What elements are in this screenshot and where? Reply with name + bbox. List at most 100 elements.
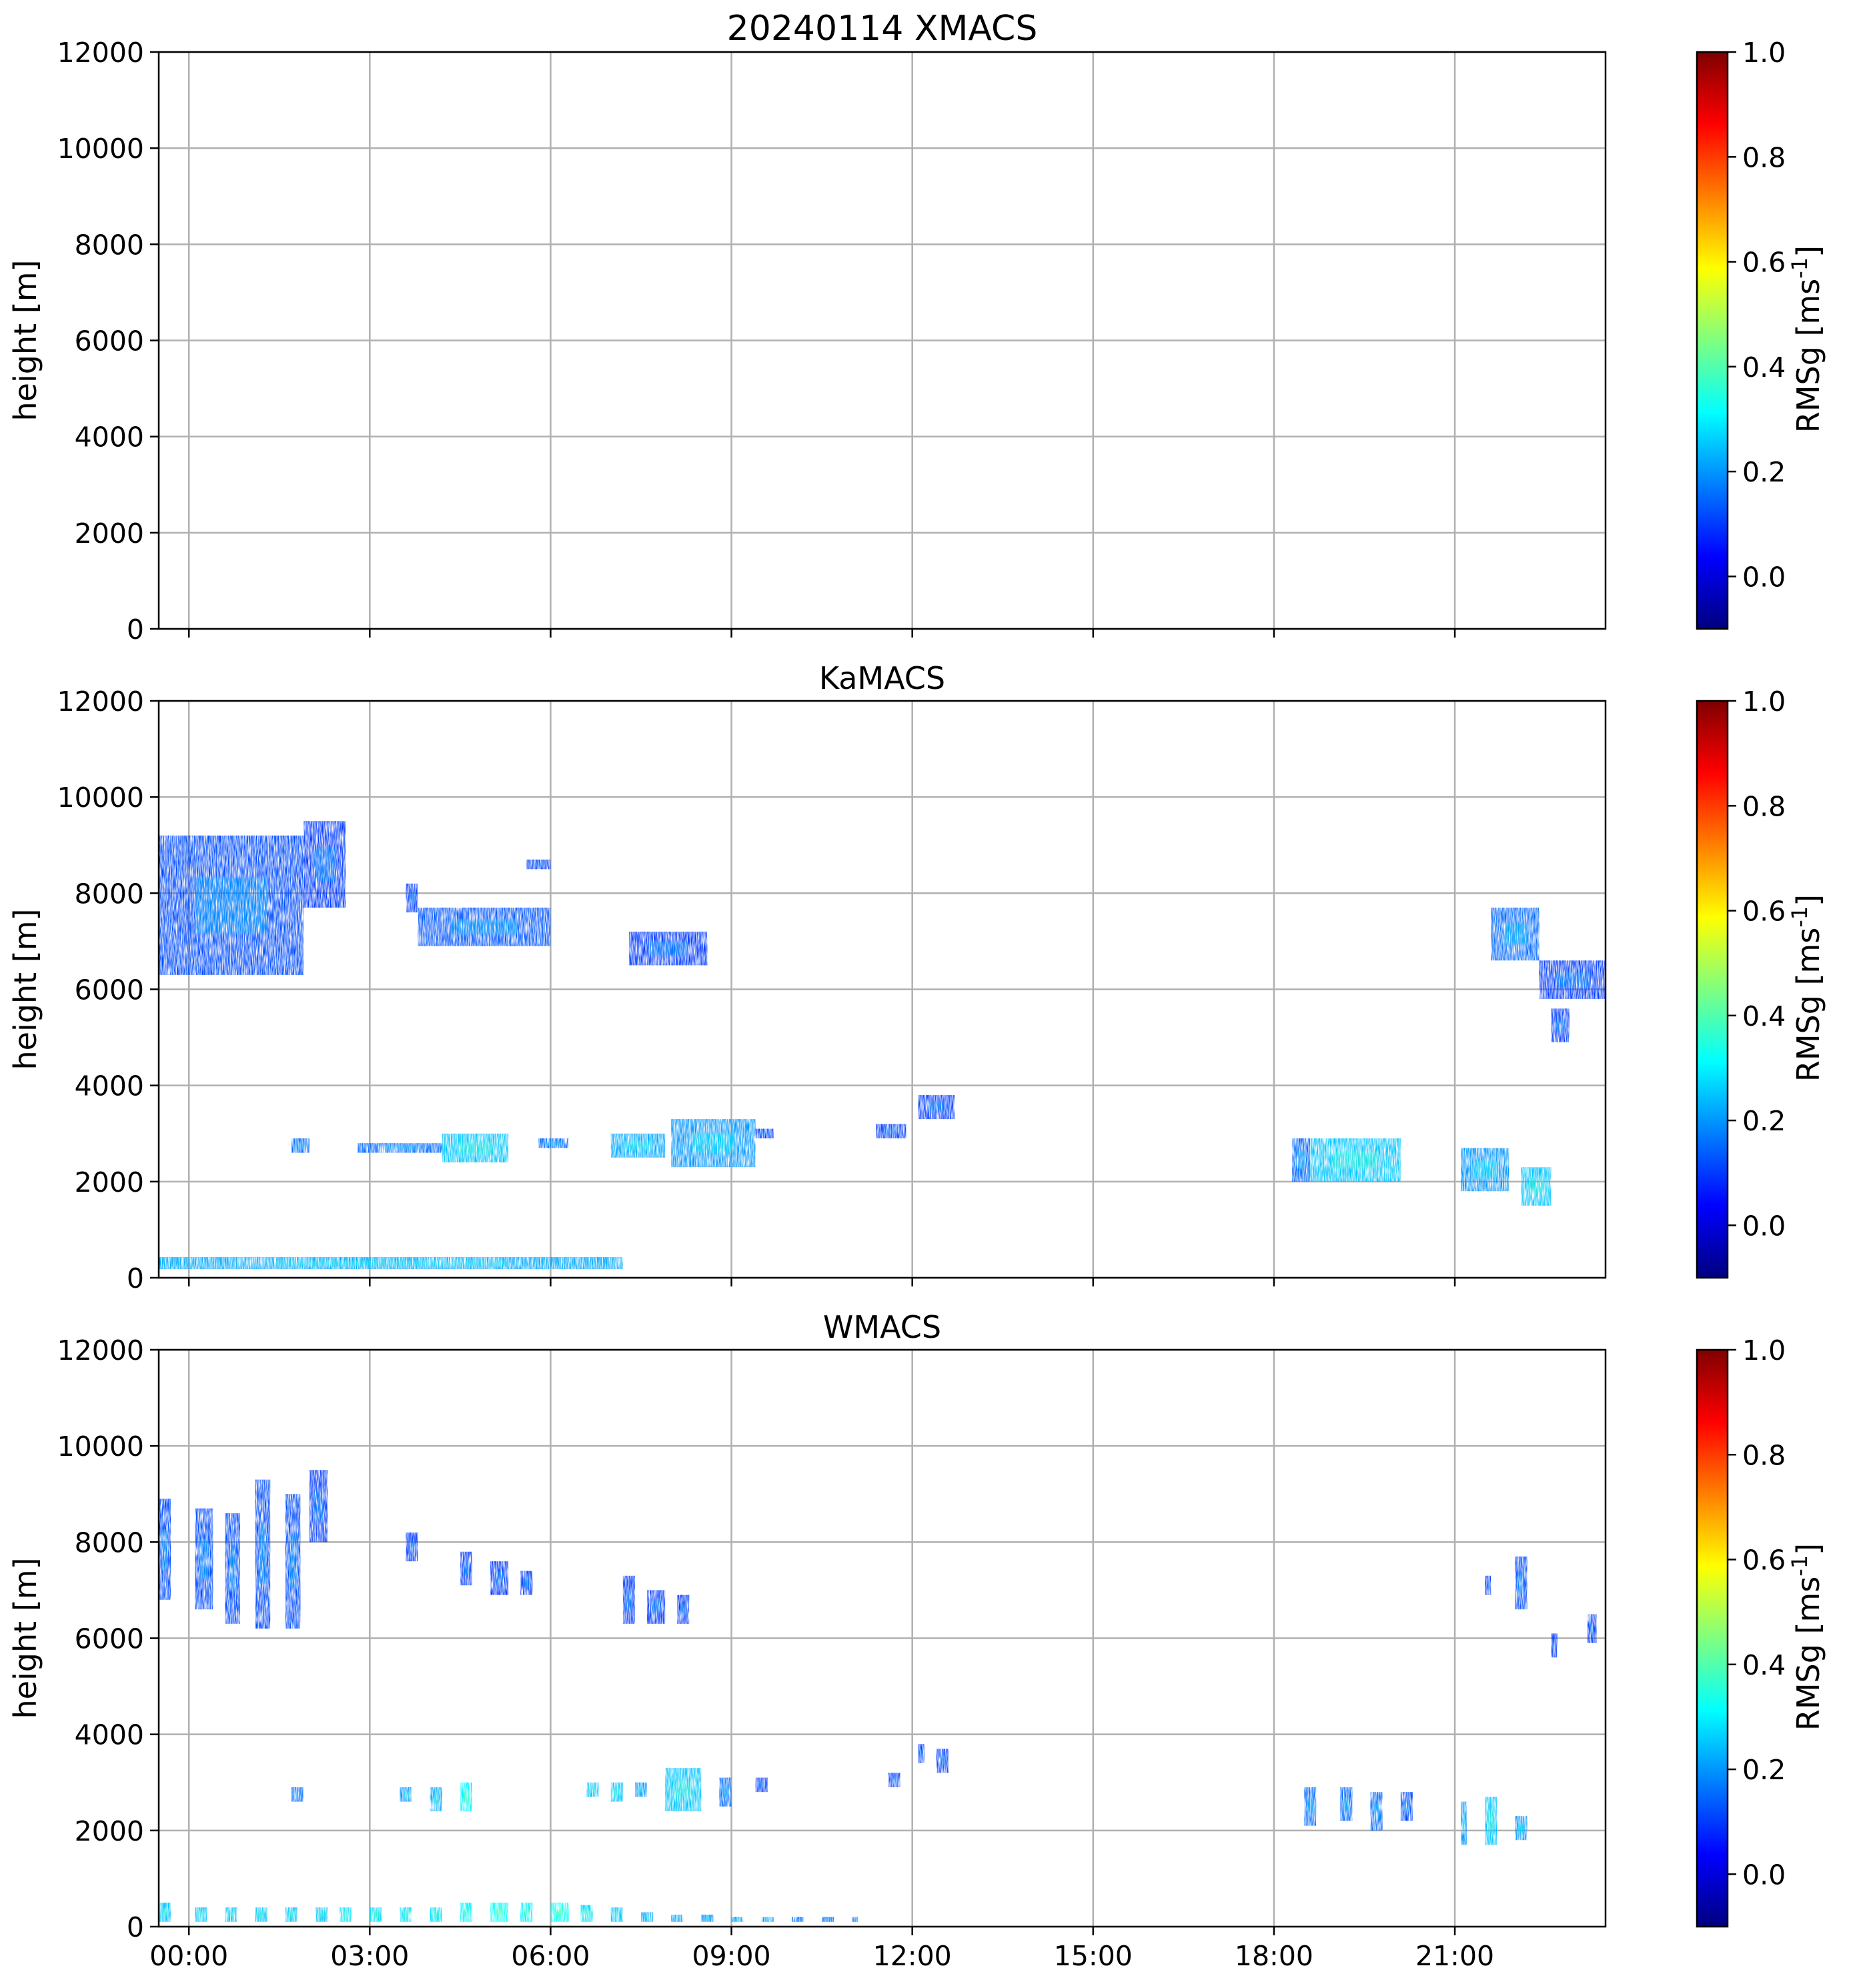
radar-echo-core [626,1590,632,1610]
plot-frame [157,1348,1607,1928]
radar-echo-core [648,942,688,956]
colorbar-tick-label: 0.6 [1742,247,1786,279]
y-tick-label: 10000 [57,782,144,814]
radar-echo-core [758,1782,765,1788]
radar-echo-core [195,877,267,934]
colorbar-frame [1696,1348,1729,1928]
colorbar [1697,52,1728,629]
radar-echo-core [314,847,336,882]
plot-frame [157,700,1607,1279]
radar-echo-core [342,1911,349,1918]
colorbar-label: RMSg [ms-1] [1787,245,1826,433]
colorbar-frame [1696,51,1729,630]
radar-echo-core [532,862,545,866]
radar-echo-core [1517,1823,1524,1833]
radar-echo-core [651,1600,661,1614]
panel-title: WMACS [823,1309,941,1345]
radar-echo-core [1373,1803,1380,1819]
radar-echo-core [919,1749,923,1758]
radar-echo-core [674,1917,680,1920]
y-tick-label: 8000 [75,229,144,261]
radar-echo-core [433,1911,440,1918]
radar-echo-core [295,1142,305,1149]
y-tick-label: 0 [127,614,144,646]
colorbar [1697,1350,1728,1927]
radar-echo-core [463,1791,470,1803]
radar-echo-core [463,1908,470,1917]
radar-echo-core [1517,1572,1524,1594]
y-tick-label: 0 [127,1911,144,1943]
panel-1: 0 2000 4000 6000 8000 10000 12000 20240114 XMAC… [7,9,1826,646]
radar-echo-core [229,1546,237,1591]
colorbar-tick-label: 0.2 [1742,1105,1786,1137]
colorbar-label-superscript: -1 [1787,906,1812,928]
radar-echo-core [1503,923,1527,945]
radar-echo-core [1343,1797,1349,1811]
radar-echo-core [289,1534,297,1589]
radar-echo-core [704,1917,710,1920]
radar-echo-core [1296,1151,1306,1169]
panel-title: 20240114 XMACS [727,9,1038,49]
colorbar-tick-label: 1.0 [1742,686,1786,718]
radar-echo-core [555,1908,564,1917]
radar-echo-core [1473,1160,1497,1178]
radar-echo-core [258,1911,265,1918]
y-axis-label: height [m] [7,1558,43,1719]
radar-echo-core [433,1794,440,1805]
radar-echo-core [1552,1641,1556,1651]
colorbar-tick-label: 0.2 [1742,456,1786,488]
colorbar-tick-label: 0.4 [1742,1000,1786,1032]
colorbar-tick-label: 0.8 [1742,1439,1786,1471]
y-tick-label: 2000 [75,1166,144,1198]
radar-echo-core [378,1146,422,1150]
radar-echo-core [584,1910,590,1917]
radar-echo-core [760,1131,770,1136]
x-tick-label: 21:00 [1415,1940,1494,1972]
radar-echo-core [372,1911,379,1918]
radar-echo-core [824,1918,831,1921]
x-tick-label: 15:00 [1054,1940,1133,1972]
radar-echo-core [927,1102,946,1112]
radar-echo-core [227,1911,234,1918]
radar-echo-core [314,1491,324,1521]
colorbar [1697,701,1728,1278]
colorbar-frame [1696,700,1729,1279]
radar-echo-core [197,1911,204,1918]
x-tick-label: 09:00 [692,1940,770,1972]
radar-echo-core [1528,1178,1544,1194]
radar-echo-core [546,1141,562,1146]
radar-echo-core [891,1777,898,1783]
panel-3: 0 2000 4000 6000 8000 10000 12000 00:00 03:00 06:… [7,1309,1826,1972]
radar-echo-core [494,1908,504,1917]
colorbar-tick-label: 0.6 [1742,1545,1786,1577]
radar-echo-core [614,1911,620,1918]
radar-echo-core [318,1911,325,1918]
radar-echo-core [409,892,416,904]
y-tick-label: 12000 [57,1334,144,1366]
radar-echo-core [692,1133,735,1153]
x-tick-label: 03:00 [330,1940,409,1972]
radar-echo-core [638,1787,644,1793]
colorbar-tick-label: 0.0 [1742,561,1786,593]
radar-echo-core [288,1911,295,1918]
radar-echo-core [1556,1018,1565,1032]
radar-echo-core [624,1140,652,1150]
radar-echo-core [161,1529,168,1570]
colorbar-tick-label: 0.0 [1742,1859,1786,1891]
y-tick-label: 12000 [57,686,144,718]
radar-echo-core [590,1787,596,1793]
colorbar-tick-label: 1.0 [1742,1334,1786,1366]
plot-frame [157,51,1607,630]
colorbar-label-end: ] [1790,894,1826,906]
radar-echo-core [1486,1581,1490,1589]
radar-echo-core [199,1539,209,1579]
y-tick-label: 6000 [75,325,144,357]
y-tick-label: 8000 [75,1527,144,1559]
colorbar-label-end: ] [1790,245,1826,257]
panel-title: KaMACS [819,660,945,696]
colorbar-tick-label: 0.8 [1742,790,1786,822]
radar-echo-core [644,1915,650,1919]
colorbar-tick-label: 0.2 [1742,1754,1786,1786]
radar-echo-core [451,919,518,935]
